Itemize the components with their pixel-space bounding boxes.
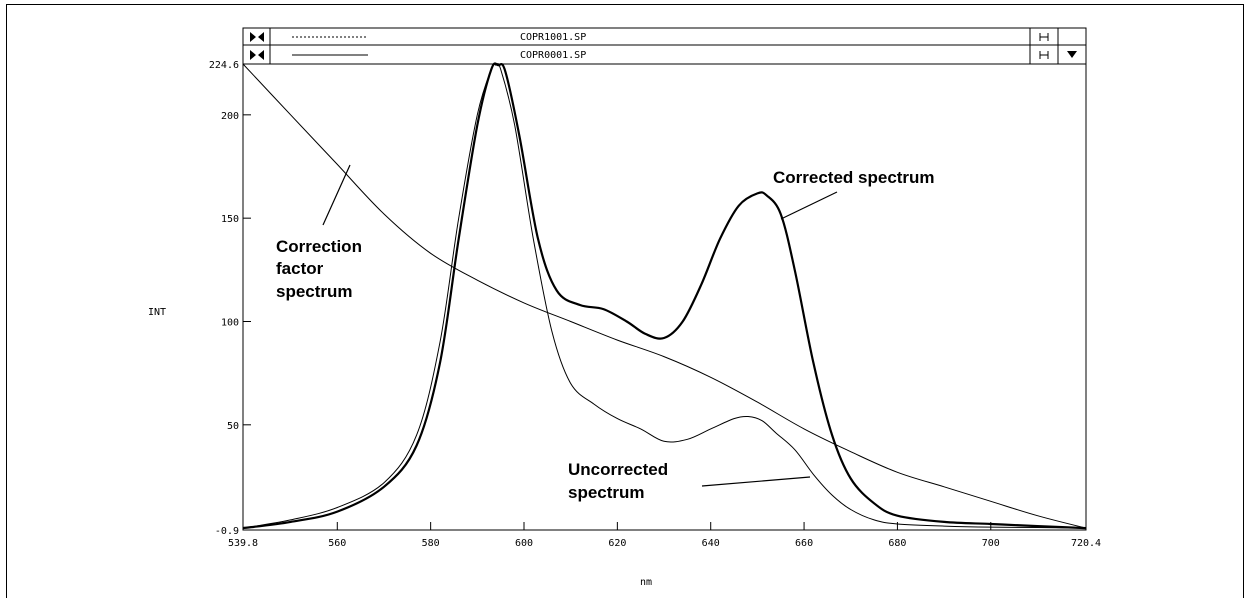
range-icon [1039,51,1049,59]
x-tick-label: 680 [888,538,906,549]
x-tick-label: 600 [515,538,533,549]
x-tick-label: 580 [422,538,440,549]
range-icon [1039,33,1049,41]
annotation-uncorrected: Uncorrected spectrum [568,460,811,502]
legend-file-2: COPR0001.SP [520,50,586,61]
bowtie-icon [250,32,264,42]
y-tick-label: 50 [227,421,239,432]
x-tick-label: 539.8 [228,538,258,549]
plot-area [242,63,1087,531]
y-tick-label: -0.9 [215,526,239,537]
triangle-down-icon[interactable] [1067,51,1077,58]
annotation-uncorrected-line2: spectrum [568,483,645,502]
y-tick-label: 224.6 [209,60,239,71]
x-tick-label: 660 [795,538,813,549]
series-correction-factor-spectrum [242,63,1087,529]
annotation-uncorrected-line1: Uncorrected [568,460,668,479]
x-tick-label: 560 [328,538,346,549]
x-axis-ticks: 539.8 560 580 600 620 640 660 680 700 720.4 [228,522,1101,549]
legend-row-1[interactable]: COPR1001.SP [250,32,1049,43]
bowtie-icon [250,50,264,60]
annotation-factor-line1: Correction [276,237,362,256]
annotation-factor-line3: spectrum [276,282,353,301]
x-tick-label: 700 [982,538,1000,549]
series-corrected-spectrum [242,62,1087,530]
x-tick-label: 640 [702,538,720,549]
x-axis-label: nm [640,577,652,588]
annotation-factor-line2: factor [276,259,324,278]
series-lines [242,62,1087,530]
annotation-corrected-text: Corrected spectrum [773,168,935,187]
y-tick-label: 100 [221,317,239,328]
y-axis-label: INT [148,307,166,318]
x-tick-label: 720.4 [1071,538,1101,549]
y-tick-label: 150 [221,214,239,225]
x-tick-label: 620 [608,538,626,549]
annotation-correction-factor: Correction factor spectrum [276,164,362,301]
figure-frame [6,4,1244,598]
annotation-corrected: Corrected spectrum [773,168,935,220]
legend-row-2[interactable]: COPR0001.SP [250,50,1077,61]
series-uncorrected-spectrum [242,63,1087,529]
legend-header: COPR1001.SP COPR0001.SP [242,27,1087,65]
legend-file-1: COPR1001.SP [520,32,586,43]
y-axis-ticks: -0.9 50 100 150 200 224.6 [209,60,251,537]
y-tick-label: 200 [221,111,239,122]
